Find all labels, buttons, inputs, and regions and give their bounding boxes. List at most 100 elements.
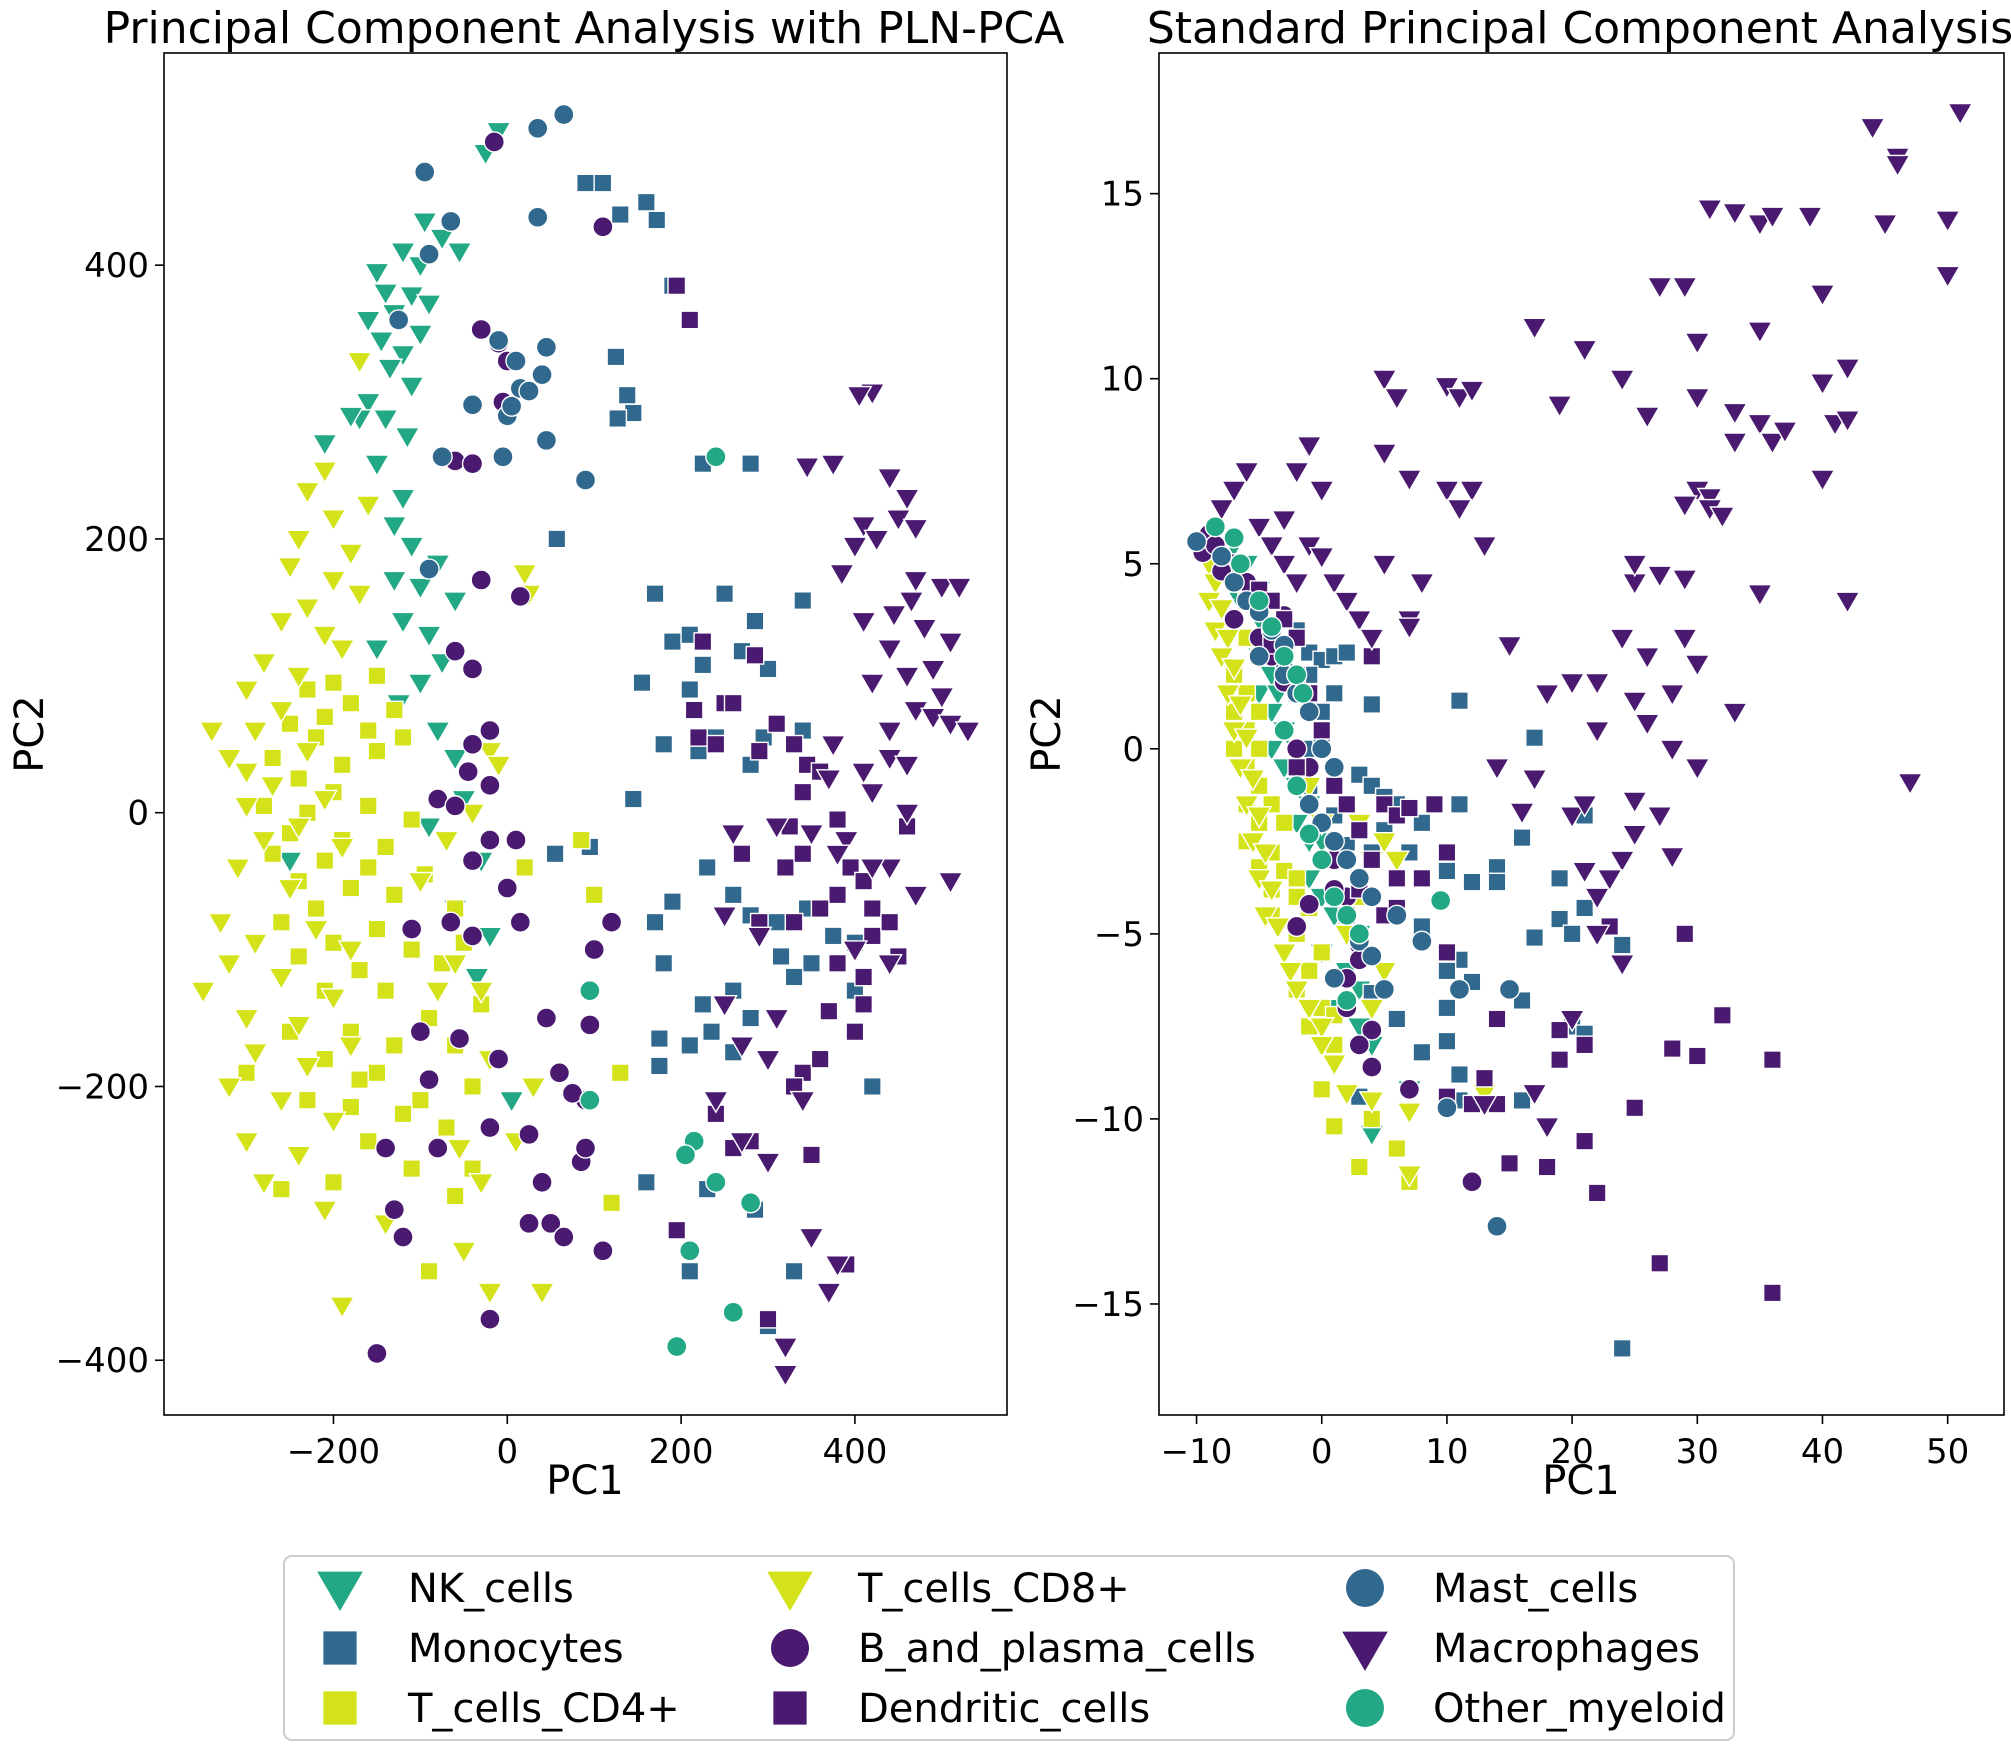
pln-point-monocytes-2 <box>636 192 656 212</box>
pln-point-monocytes-3 <box>610 205 630 224</box>
std-point-t-cells-cd8-19 <box>1258 880 1285 903</box>
pln-pca-points <box>189 103 982 1388</box>
pln-point-monocytes-0 <box>576 173 595 193</box>
std-point-macrophages-89 <box>1896 772 1924 796</box>
std-point-dendritic-cells-16 <box>1424 794 1444 814</box>
std-x-tick-label: 50 <box>1926 1432 1969 1472</box>
std-point-macrophages-29 <box>1433 480 1461 504</box>
pln-point-t-cells-cd8-15 <box>268 611 295 635</box>
std-point-dendritic-cells-35 <box>1712 1005 1732 1025</box>
std-point-mast-cells-7 <box>1248 645 1270 667</box>
std-y-tick-label: 5 <box>1122 545 1144 585</box>
pln-point-other-myeloid-8 <box>722 1301 744 1324</box>
pln-point-macrophages-25 <box>902 700 929 724</box>
std-point-macrophages-76 <box>1634 713 1661 737</box>
pln-point-t-cells-cd8-40 <box>189 981 217 1005</box>
pln-point-monocytes-33 <box>697 858 717 877</box>
pln-point-b-and-plasma-cells-37 <box>392 1226 414 1248</box>
pln-point-mast-cells-13 <box>531 363 553 386</box>
std-point-t-cells-cd8-11 <box>1233 728 1260 752</box>
pln-point-other-myeloid-2 <box>579 1089 601 1111</box>
std-point-other-myeloid-16 <box>1429 889 1452 912</box>
std-point-macrophages-84 <box>1884 154 1911 178</box>
pln-point-mast-cells-2 <box>414 161 436 183</box>
pln-point-dendritic-cells-10 <box>749 741 769 761</box>
pln-point-t-cells-cd4-49 <box>350 1070 369 1090</box>
pln-point-macrophages-9 <box>902 518 929 542</box>
pln-point-mast-cells-0 <box>553 103 575 126</box>
std-y-tick-label: −15 <box>1072 1285 1144 1325</box>
std-point-macrophages-26 <box>1458 380 1486 404</box>
pln-point-monocytes-35 <box>723 885 743 905</box>
pln-point-monocytes-53 <box>680 1035 700 1055</box>
std-point-macrophages-48 <box>1834 410 1861 433</box>
pln-point-b-and-plasma-cells-11 <box>461 658 484 680</box>
pln-point-macrophages-52 <box>728 1036 756 1059</box>
pln-point-mast-cells-17 <box>492 446 514 468</box>
pln-point-macrophages-30 <box>819 734 847 758</box>
std-point-macrophages-79 <box>1721 702 1749 726</box>
pln-point-nk-cells-21 <box>337 406 365 430</box>
standard-pca-x-ticks: −10 0 10 20 30 40 50 <box>1161 1415 1969 1472</box>
std-point-monocytes-49 <box>1437 1031 1457 1051</box>
pln-point-b-and-plasma-cells-41 <box>592 1240 614 1262</box>
pln-point-nk-cells-17 <box>398 376 425 400</box>
pln-point-dendritic-cells-4 <box>684 700 704 720</box>
pln-point-dendritic-cells-29 <box>828 953 847 973</box>
std-point-macrophages-28 <box>1471 535 1498 559</box>
pln-point-t-cells-cd4-32 <box>367 919 387 939</box>
std-point-macrophages-42 <box>1759 206 1786 230</box>
std-point-t-cells-cd8-42 <box>1371 961 1398 985</box>
pln-point-monocytes-31 <box>545 844 565 864</box>
pln-point-nk-cells-38 <box>424 721 451 745</box>
pln-point-t-cells-cd8-43 <box>337 1036 365 1059</box>
pln-point-nk-cells-46 <box>463 967 491 991</box>
std-point-t-cells-cd4-36 <box>1324 1116 1344 1136</box>
std-point-macrophages-110 <box>1621 824 1648 848</box>
std-point-mast-cells-13 <box>1298 793 1320 816</box>
pln-point-t-cells-cd8-33 <box>207 912 234 936</box>
pln-y-tick-label: 400 <box>84 246 149 286</box>
pln-point-t-cells-cd8-14 <box>294 598 321 621</box>
pln-point-monocytes-41 <box>771 946 791 966</box>
pln-point-macrophages-4 <box>876 468 903 491</box>
pln-point-nk-cells-5 <box>389 242 417 265</box>
std-point-macrophages-47 <box>1834 358 1861 382</box>
pln-point-dendritic-cells-42 <box>880 912 900 932</box>
std-point-macrophages-50 <box>1746 413 1774 437</box>
std-point-macrophages-4 <box>1258 535 1285 559</box>
pln-point-macrophages-50 <box>711 995 738 1018</box>
pln-point-nk-cells-20 <box>372 409 399 432</box>
std-point-macrophages-70 <box>1659 683 1686 707</box>
pln-point-t-cells-cd8-26 <box>311 789 338 813</box>
std-point-t-cells-cd8-13 <box>1239 769 1267 792</box>
legend-label-mast-cells: Mast_cells <box>1433 1566 1638 1612</box>
pln-point-macrophages-14 <box>945 577 973 601</box>
pln-point-t-cells-cd4-63 <box>445 1186 465 1206</box>
pln-point-macrophages-45 <box>902 885 929 909</box>
pln-point-t-cells-cd8-9 <box>285 529 312 553</box>
std-point-other-myeloid-7 <box>1292 682 1314 704</box>
pln-point-t-cells-cd8-1 <box>476 741 504 765</box>
pln-point-nk-cells-18 <box>355 392 382 416</box>
pln-point-mast-cells-10 <box>500 395 523 417</box>
std-point-other-myeloid-14 <box>1336 989 1358 1012</box>
pln-point-monocytes-6 <box>606 347 626 367</box>
std-point-monocytes-37 <box>1550 909 1570 929</box>
pln-point-macrophages-20 <box>937 632 964 656</box>
pln-point-t-cells-cd4-29 <box>306 899 326 918</box>
pln-point-monocytes-56 <box>636 1172 656 1192</box>
legend-label-other-myeloid: Other_myeloid <box>1433 1686 1726 1732</box>
pln-point-t-cells-cd4-0 <box>367 666 387 686</box>
pln-y-tick-label: −400 <box>56 1341 149 1381</box>
std-point-macrophages-100 <box>1608 954 1636 977</box>
pln-point-mast-cells-16 <box>431 446 453 468</box>
pln-point-nk-cells-41 <box>415 817 443 840</box>
pln-point-nk-cells-25 <box>389 488 417 512</box>
pln-point-t-cells-cd4-34 <box>402 940 422 960</box>
std-point-macrophages-97 <box>1646 806 1673 829</box>
pln-point-t-cells-cd8-46 <box>215 1077 243 1100</box>
pln-point-other-myeloid-5 <box>705 1171 727 1193</box>
std-point-b-and-plasma-cells-14 <box>1286 738 1308 760</box>
std-point-monocytes-10 <box>1324 683 1344 703</box>
